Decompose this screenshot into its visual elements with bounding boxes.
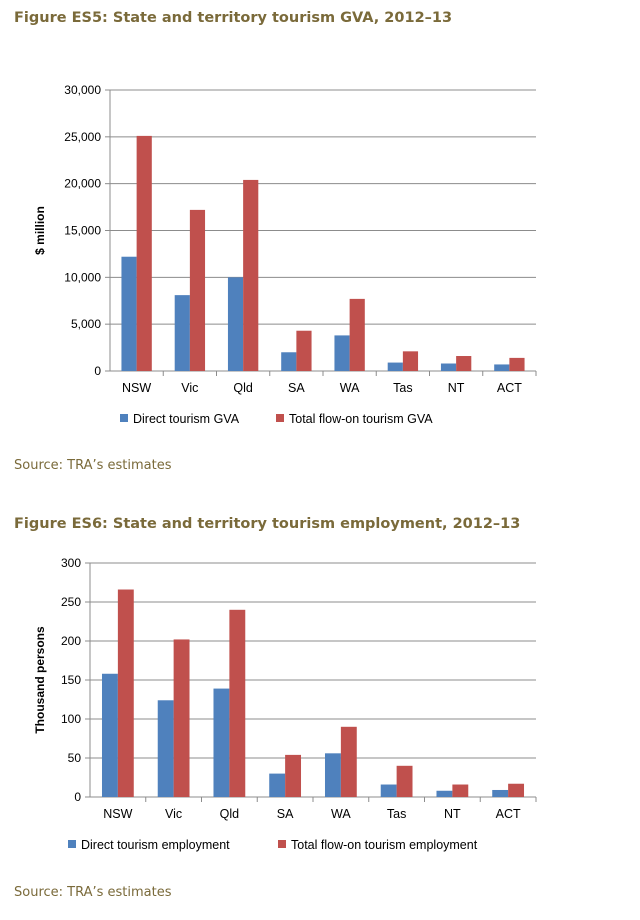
x-category-label: WA — [340, 381, 360, 395]
bar-qld-direct — [213, 688, 230, 797]
legend-label-total: Total flow-on tourism employment — [291, 838, 478, 852]
bar-act-direct — [494, 364, 510, 371]
y-tick-label: 50 — [68, 751, 82, 765]
bar-vic-total — [189, 209, 206, 371]
bar-sa-direct — [281, 352, 297, 371]
bar-nsw-total — [117, 589, 134, 797]
bar-nt-total — [456, 356, 472, 371]
x-category-label: Vic — [165, 807, 182, 821]
y-tick-label: 0 — [74, 790, 81, 804]
x-category-label: ACT — [496, 807, 521, 821]
bar-nt-total — [452, 784, 469, 797]
bar-act-direct — [492, 789, 509, 797]
bar-tas-total — [396, 765, 413, 797]
bar-nt-direct — [440, 363, 457, 371]
bar-wa-total — [340, 726, 357, 797]
x-category-label: SA — [277, 807, 294, 821]
y-tick-label: 0 — [94, 364, 101, 378]
bar-sa-direct — [269, 773, 286, 797]
x-category-label: NSW — [103, 807, 132, 821]
legend-swatch-total — [276, 414, 284, 422]
figure-es6-source: Source: TRA’s estimates — [14, 885, 172, 900]
figure-es6-title: Figure ES6: State and territory tourism … — [14, 516, 521, 532]
bar-nsw-direct — [121, 256, 137, 371]
x-category-label: SA — [288, 381, 305, 395]
y-axis-label: Thousand persons — [33, 626, 47, 734]
y-tick-label: 30,000 — [64, 83, 101, 97]
bar-wa-total — [349, 298, 365, 371]
bar-act-total — [508, 783, 525, 797]
x-category-label: NT — [444, 807, 461, 821]
legend-label-total: Total flow-on tourism GVA — [289, 412, 433, 426]
bar-qld-total — [229, 609, 246, 797]
bar-qld-total — [243, 179, 259, 371]
legend-label-direct: Direct tourism GVA — [133, 412, 240, 426]
bar-nsw-direct — [101, 673, 118, 797]
bar-vic-direct — [174, 295, 190, 371]
bar-tas-total — [402, 351, 419, 371]
bar-sa-total — [296, 330, 312, 371]
y-tick-label: 15,000 — [64, 224, 101, 238]
x-category-label: NT — [448, 381, 465, 395]
x-category-label: Tas — [387, 807, 406, 821]
bar-tas-direct — [387, 362, 403, 371]
bar-vic-direct — [157, 700, 174, 797]
y-axis-label: $ million — [33, 206, 47, 255]
y-tick-label: 20,000 — [64, 177, 101, 191]
legend-swatch-total — [278, 840, 286, 848]
x-category-label: Vic — [181, 381, 198, 395]
y-tick-label: 5,000 — [71, 317, 101, 331]
y-tick-label: 100 — [61, 712, 81, 726]
x-category-label: NSW — [122, 381, 151, 395]
figure-es5-source: Source: TRA’s estimates — [14, 458, 172, 473]
legend-swatch-direct — [120, 414, 128, 422]
y-tick-label: 200 — [61, 634, 81, 648]
bar-nt-direct — [436, 790, 453, 797]
y-tick-label: 250 — [61, 595, 81, 609]
figure-es6-chart: 0 50 100 150 200 250 300 NSW Vic Qld SA WA Tas NT ACT T… — [33, 556, 537, 852]
y-tick-label: 300 — [61, 556, 81, 570]
figure-es5-title: Figure ES5: State and territory tourism … — [14, 10, 453, 26]
x-category-label: Qld — [233, 381, 253, 395]
x-category-label: WA — [331, 807, 351, 821]
bar-tas-direct — [380, 784, 397, 797]
bar-wa-direct — [334, 335, 350, 371]
y-tick-label: 10,000 — [64, 270, 101, 284]
x-category-label: ACT — [497, 381, 522, 395]
bar-qld-direct — [227, 277, 244, 371]
x-category-label: Qld — [220, 807, 240, 821]
y-tick-label: 150 — [61, 673, 81, 687]
bar-sa-total — [285, 754, 302, 797]
y-tick-label: 25,000 — [64, 130, 101, 144]
legend-label-direct: Direct tourism employment — [81, 838, 230, 852]
bar-act-total — [509, 357, 525, 371]
figure-es5-chart: 0 5,000 10,000 15,000 20,000 25,000 30,000 NSW V… — [33, 83, 537, 426]
bar-vic-total — [173, 639, 190, 797]
x-category-label: Tas — [393, 381, 412, 395]
legend-swatch-direct — [68, 840, 76, 848]
bar-wa-direct — [324, 753, 341, 797]
bar-nsw-total — [136, 135, 152, 371]
